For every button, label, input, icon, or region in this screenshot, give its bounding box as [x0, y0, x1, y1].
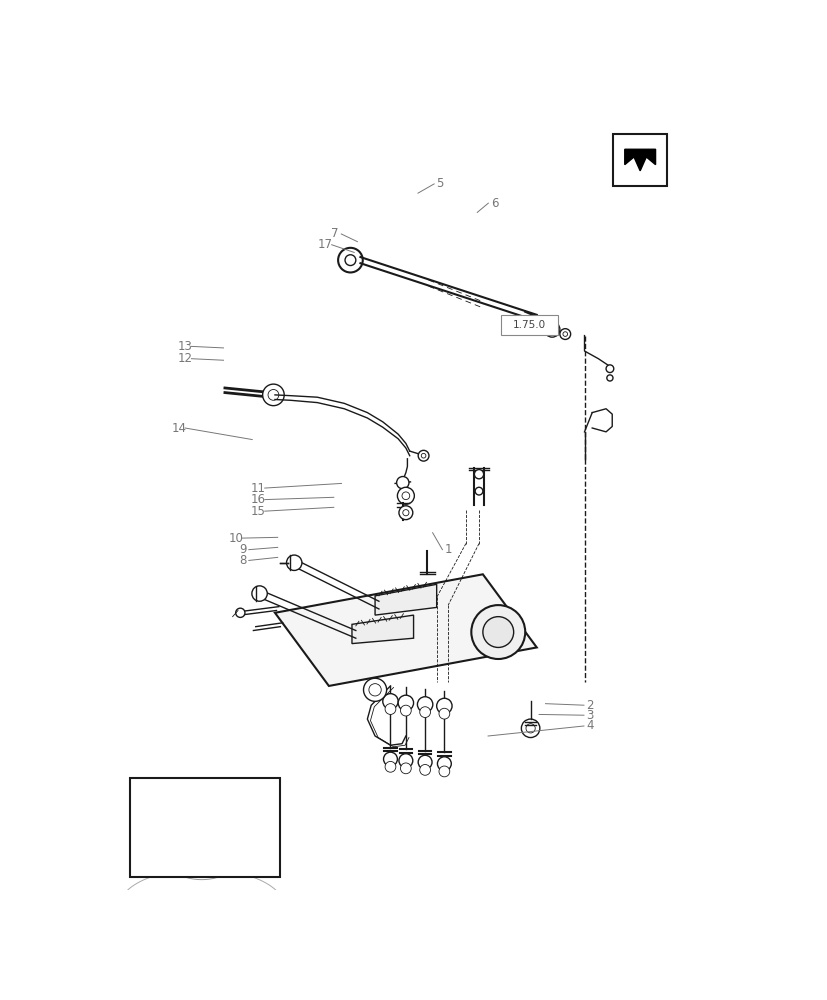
- Text: 13: 13: [178, 340, 193, 353]
- Circle shape: [398, 695, 413, 711]
- Circle shape: [286, 555, 302, 570]
- Circle shape: [396, 477, 409, 489]
- Circle shape: [400, 763, 411, 774]
- Circle shape: [400, 705, 411, 716]
- Circle shape: [383, 752, 397, 766]
- Text: 5: 5: [436, 177, 443, 190]
- Circle shape: [525, 724, 534, 733]
- Text: 16: 16: [251, 493, 265, 506]
- Circle shape: [399, 754, 413, 768]
- Circle shape: [385, 761, 395, 772]
- Text: 1.75.0: 1.75.0: [513, 320, 546, 330]
- Text: 6: 6: [490, 197, 498, 210]
- Text: 7: 7: [331, 227, 338, 240]
- Text: 12: 12: [178, 352, 193, 365]
- Circle shape: [417, 697, 433, 712]
- Circle shape: [437, 757, 451, 771]
- Text: 15: 15: [251, 505, 265, 518]
- Circle shape: [402, 510, 409, 516]
- Circle shape: [547, 326, 556, 333]
- Circle shape: [345, 255, 356, 266]
- Polygon shape: [624, 149, 655, 171]
- Text: 17: 17: [318, 238, 332, 251]
- Bar: [500, 315, 557, 335]
- Circle shape: [402, 492, 409, 500]
- Circle shape: [418, 450, 428, 461]
- Circle shape: [471, 605, 524, 659]
- Polygon shape: [275, 574, 536, 686]
- Circle shape: [419, 764, 430, 775]
- Circle shape: [251, 586, 267, 601]
- Circle shape: [363, 678, 386, 701]
- Circle shape: [438, 708, 449, 719]
- Bar: [612, 134, 667, 186]
- Circle shape: [544, 322, 559, 337]
- Text: 14: 14: [171, 422, 186, 434]
- Circle shape: [418, 755, 432, 769]
- Circle shape: [559, 329, 570, 339]
- Text: 3: 3: [586, 709, 593, 722]
- Circle shape: [562, 332, 566, 336]
- Text: 8: 8: [239, 554, 246, 567]
- Bar: [200, 829, 213, 850]
- Circle shape: [236, 608, 245, 617]
- Bar: [130, 778, 280, 877]
- Circle shape: [482, 617, 513, 647]
- Circle shape: [421, 453, 425, 458]
- Circle shape: [369, 684, 380, 696]
- Circle shape: [474, 470, 483, 479]
- Text: 11: 11: [251, 482, 265, 495]
- Circle shape: [605, 365, 613, 373]
- Circle shape: [475, 487, 482, 495]
- Circle shape: [382, 694, 398, 709]
- Circle shape: [419, 707, 430, 718]
- Circle shape: [337, 248, 362, 272]
- Text: 4: 4: [586, 719, 593, 732]
- Circle shape: [385, 704, 395, 714]
- Circle shape: [268, 389, 279, 400]
- Circle shape: [262, 384, 284, 406]
- Polygon shape: [375, 584, 436, 615]
- Text: 9: 9: [239, 543, 246, 556]
- Text: 2: 2: [586, 699, 593, 712]
- Circle shape: [399, 506, 413, 520]
- Circle shape: [397, 487, 414, 504]
- Polygon shape: [351, 615, 413, 644]
- Bar: [184, 829, 197, 850]
- Circle shape: [436, 698, 452, 714]
- Circle shape: [521, 719, 539, 738]
- Circle shape: [438, 766, 449, 777]
- Text: 10: 10: [228, 532, 243, 545]
- Text: 1: 1: [444, 543, 452, 556]
- Circle shape: [606, 375, 612, 381]
